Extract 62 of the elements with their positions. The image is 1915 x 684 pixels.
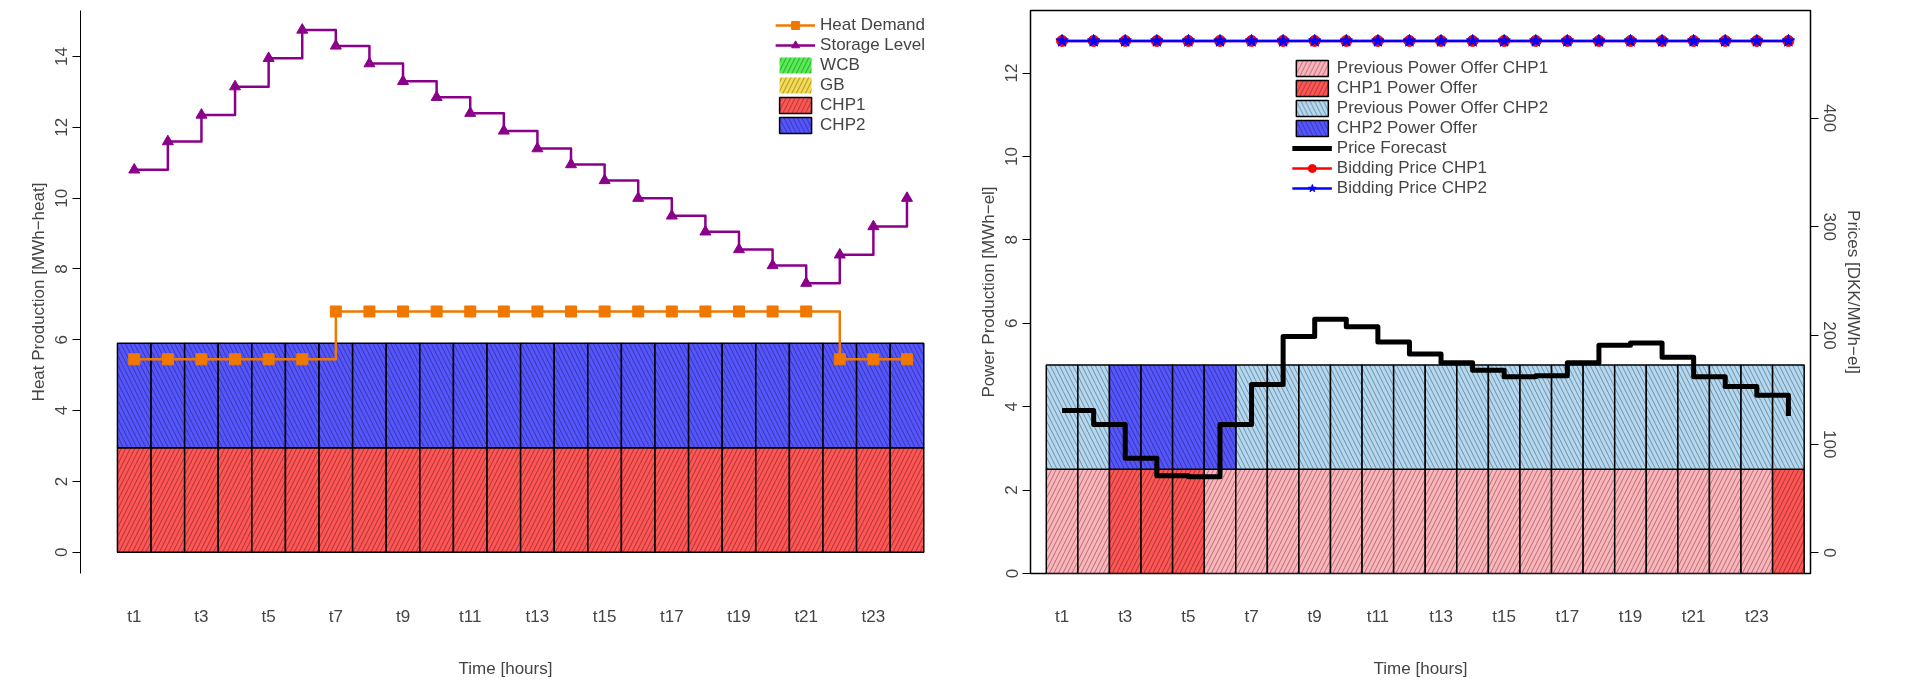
legend-label: Storage Level xyxy=(820,35,925,55)
legend-label: Bidding Price CHP1 xyxy=(1336,158,1488,178)
x-tick-label: t1 xyxy=(127,606,142,626)
x-tick-label: t23 xyxy=(861,606,886,626)
y-tick-label: 2 xyxy=(1002,485,1022,495)
legend-label: WCB xyxy=(820,55,860,75)
x-tick-label: t7 xyxy=(1244,606,1259,626)
y-tick-label: 14 xyxy=(52,47,72,66)
x-axis-title: Time [hours] xyxy=(1373,658,1468,678)
x-tick-label: t3 xyxy=(194,606,209,626)
y2-tick-label: 0 xyxy=(1819,548,1839,558)
x-tick-label: t13 xyxy=(525,606,550,626)
x-tick-label: t15 xyxy=(592,606,617,626)
y-tick-label: 12 xyxy=(52,117,72,137)
y2-axis-title: Prices [DKK/MWh−el] xyxy=(1843,210,1863,374)
y-tick-label: 0 xyxy=(1002,568,1022,579)
legend-label: Price Forecast xyxy=(1336,138,1447,158)
legend-label: CHP2 xyxy=(820,115,866,135)
y-axis-title: Heat Production [MWh−heat] xyxy=(28,182,48,402)
x-tick-label: t3 xyxy=(1118,606,1133,626)
x-tick-label: t19 xyxy=(727,606,751,626)
y-tick-label: 12 xyxy=(1002,63,1022,83)
x-tick-label: t11 xyxy=(459,606,482,626)
y2-tick-label: 200 xyxy=(1819,321,1839,350)
legend-label: Heat Demand xyxy=(820,15,925,35)
x-tick-label: t9 xyxy=(1307,606,1322,626)
legend-label: Previous Power Offer CHP2 xyxy=(1336,98,1549,118)
y-tick-label: 2 xyxy=(52,476,72,487)
x-tick-label: t7 xyxy=(328,606,343,626)
x-tick-label: t13 xyxy=(1429,606,1453,626)
y-tick-label: 0 xyxy=(52,547,72,557)
legend-label: CHP1 xyxy=(820,95,866,115)
x-tick-label: t11 xyxy=(1366,606,1390,626)
x-tick-label: t19 xyxy=(1618,606,1643,626)
y-tick-label: 10 xyxy=(1002,147,1022,166)
y-tick-label: 10 xyxy=(52,188,72,208)
y2-tick-label: 300 xyxy=(1819,212,1839,241)
x-tick-label: t9 xyxy=(395,606,411,626)
x-tick-label: t5 xyxy=(1181,606,1196,626)
y-tick-label: 8 xyxy=(1002,235,1022,245)
legend-label: CHP1 Power Offer xyxy=(1336,78,1478,98)
x-tick-label: t1 xyxy=(1054,606,1070,626)
x-tick-label: t5 xyxy=(261,606,276,626)
y-tick-label: 6 xyxy=(52,335,72,345)
x-tick-label: t23 xyxy=(1745,606,1769,626)
y-tick-label: 8 xyxy=(52,264,72,274)
y-tick-label: 4 xyxy=(1002,401,1022,412)
x-tick-label: t21 xyxy=(1681,606,1706,626)
x-tick-label: t21 xyxy=(794,606,819,626)
y-tick-label: 4 xyxy=(52,405,72,416)
y-axis-title: Power Production [MWh−el] xyxy=(978,186,998,398)
y2-tick-label: 400 xyxy=(1819,103,1839,133)
x-tick-label: t15 xyxy=(1492,606,1517,626)
y2-tick-label: 100 xyxy=(1819,429,1839,459)
legend-label: CHP2 Power Offer xyxy=(1336,118,1478,138)
x-tick-label: t17 xyxy=(659,606,684,626)
x-tick-label: t17 xyxy=(1555,606,1580,626)
legend-label: Previous Power Offer CHP1 xyxy=(1336,58,1549,78)
legend-label: Bidding Price CHP2 xyxy=(1336,178,1488,198)
x-axis-title: Time [hours] xyxy=(458,658,553,678)
legend-label: GB xyxy=(820,75,845,95)
y-tick-label: 6 xyxy=(1002,318,1022,329)
